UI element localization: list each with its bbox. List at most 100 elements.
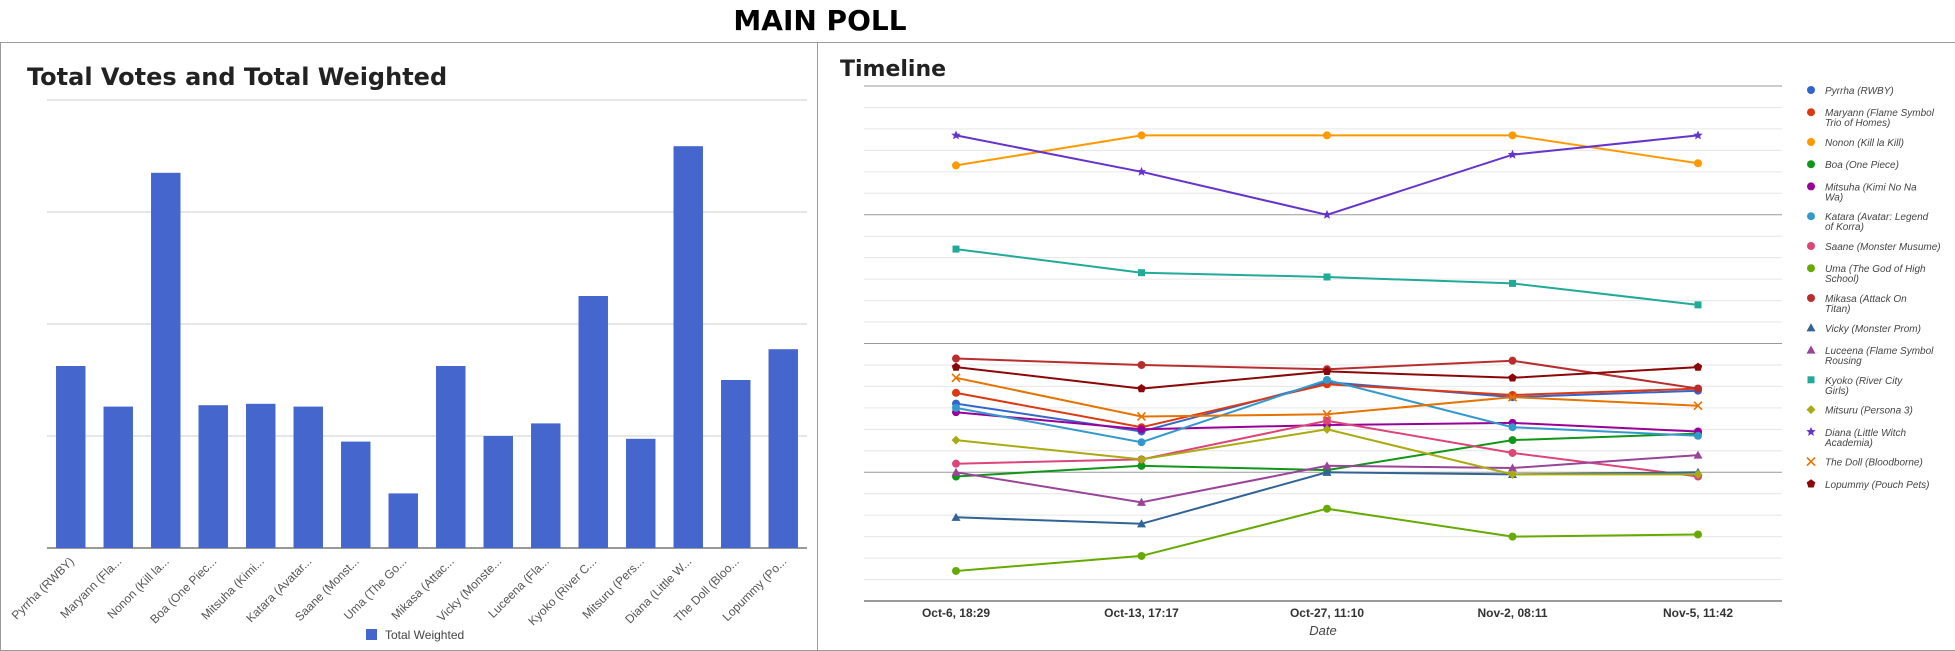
- legend-label: Uma (The God of High School): [1825, 264, 1926, 285]
- series-point: [1694, 301, 1702, 309]
- legend-marker: [1806, 345, 1816, 354]
- bar-the-doll-bloo: [721, 380, 751, 548]
- bar-mikasa-attac: [436, 366, 466, 548]
- legend-label: Pyrrha (RWBY): [1825, 86, 1894, 97]
- series-luceena-flame-symbol-rousing: [951, 450, 1703, 506]
- series-point: [1508, 469, 1517, 479]
- legend-item-mitsuru-persona-3: Mitsuru (Persona 3): [1806, 405, 1913, 417]
- legend-label: Diana (Little Witch Academia): [1824, 428, 1906, 449]
- series-point: [952, 161, 960, 170]
- line-x-tick-label: Nov-5, 11:42: [1663, 606, 1733, 620]
- series-point: [1508, 131, 1517, 140]
- bar-katara-avatar: [293, 406, 323, 548]
- series-mitsuru-persona-3: [951, 424, 1703, 479]
- bar-kyoko-river-c: [578, 296, 608, 548]
- bar-legend: Total Weighted: [366, 628, 464, 642]
- legend-marker: [1807, 242, 1815, 250]
- legend-item-boa-one-piece: Boa (One Piece): [1807, 160, 1899, 171]
- series-point: [1322, 424, 1332, 434]
- series-point: [1508, 423, 1517, 432]
- series-point: [1322, 366, 1332, 376]
- series-point: [1137, 384, 1146, 393]
- legend-marker: [1806, 457, 1816, 467]
- legend-label: Katara (Avatar: Legend of Korra): [1825, 212, 1929, 233]
- bar-saane-monst: [341, 441, 371, 548]
- series-point: [1509, 279, 1516, 287]
- series-point: [951, 435, 961, 445]
- series-point: [951, 467, 961, 476]
- series-point: [1138, 269, 1145, 277]
- bar-luceena-fla: [531, 423, 561, 548]
- series-point: [1322, 467, 1332, 476]
- series-point: [1694, 384, 1702, 393]
- legend-marker: [1807, 376, 1815, 384]
- series-line-vicky-monster-prom: [955, 471, 1699, 525]
- bar-legend-label: Total Weighted: [385, 628, 464, 642]
- legend-marker: [1806, 426, 1816, 436]
- series-point: [1693, 469, 1703, 479]
- legend-marker: [1807, 160, 1815, 169]
- legend-marker: [1807, 294, 1815, 302]
- series-line-uma-the-god-of-high-school: [955, 507, 1699, 572]
- line-chart-panel: Timeline Oct-6, 18:29 Oct-13, 17:17 Oct-27…: [817, 42, 1955, 651]
- legend-marker: [1806, 405, 1816, 415]
- series-point: [1137, 461, 1146, 470]
- legend-item-vicky-monster-prom: Vicky (Monster Prom): [1806, 323, 1921, 335]
- series-point: [1508, 463, 1517, 472]
- legend-label: Luceena (Flame Symbol Rousing: [1825, 346, 1934, 367]
- legend-marker: [1807, 86, 1815, 94]
- series-point: [1323, 504, 1331, 513]
- series-point: [1137, 551, 1146, 560]
- series-point: [951, 362, 961, 371]
- bar-pyrrha-rwby: [56, 366, 86, 548]
- page-title: MAIN POLL: [733, 4, 907, 37]
- series-point: [1693, 401, 1703, 411]
- legend-item-the-doll-bloodborne: The Doll (Bloodborne): [1806, 457, 1923, 469]
- series-point: [1508, 532, 1517, 541]
- series-point: [952, 354, 960, 363]
- bar-chart-panel: Total Votes and Total Weighted Pyrrha (R…: [0, 42, 820, 651]
- legend-label: Boa (One Piece): [1825, 160, 1899, 171]
- series-point: [951, 130, 961, 140]
- series-point: [952, 388, 960, 397]
- series-point: [1508, 356, 1517, 365]
- series-point: [952, 566, 960, 575]
- legend-item-katara-avatar-legend-of-korra: Katara (Avatar: Legend of Korra): [1807, 212, 1929, 233]
- series-point: [1137, 360, 1146, 369]
- series-point: [1508, 373, 1517, 382]
- series-point: [1323, 416, 1331, 425]
- series-nonon-kill-la-kill: [952, 131, 1702, 170]
- legend-label: Kyoko (River City Girls): [1825, 376, 1903, 397]
- legend-label: The Doll (Bloodborne): [1825, 458, 1923, 469]
- line-chart-title: Timeline: [840, 57, 947, 82]
- series-point: [952, 245, 960, 253]
- legend-marker: [1807, 212, 1815, 221]
- series-point: [1137, 454, 1146, 464]
- legend-label: Mitsuha (Kimi No Na Wa): [1825, 182, 1917, 203]
- series-katara-avatar-legend-of-korra: [952, 375, 1702, 447]
- bar-mitsuru-pers: [626, 438, 656, 548]
- series-point: [1694, 431, 1702, 440]
- line-x-tick-label: Oct-6, 18:29: [922, 606, 990, 620]
- series-point: [1693, 130, 1703, 140]
- series-point: [1694, 159, 1702, 168]
- legend-label: Nonon (Kill la Kill): [1825, 138, 1904, 149]
- series-point: [1137, 519, 1146, 528]
- line-x-tick-label: Oct-27, 11:10: [1290, 606, 1364, 620]
- series-point: [1508, 448, 1517, 457]
- series-point: [1322, 409, 1332, 419]
- series-vicky-monster-prom: [951, 467, 1703, 528]
- line-x-axis-label: Date: [1309, 623, 1336, 638]
- series-point: [1137, 425, 1146, 434]
- legend-item-maryann-flame-symbol-trio-of-homes: Maryann (Flame Symbol Trio of Homes): [1807, 108, 1935, 129]
- legend-item-mitsuha-kimi-no-na-wa: Mitsuha (Kimi No Na Wa): [1807, 182, 1917, 203]
- legend-marker: [1807, 108, 1815, 117]
- bar-vicky-monste: [483, 436, 513, 548]
- legend-label: Mitsuru (Persona 3): [1825, 406, 1913, 417]
- line-x-tick-label: Oct-13, 17:17: [1104, 606, 1179, 620]
- bar-lopummy-po: [768, 349, 798, 548]
- legend-marker: [1806, 479, 1816, 488]
- bar-mitsuha-kimi: [246, 403, 276, 548]
- series-the-doll-bloodborne: [951, 373, 1703, 422]
- legend-label: Maryann (Flame Symbol Trio of Homes): [1825, 108, 1935, 129]
